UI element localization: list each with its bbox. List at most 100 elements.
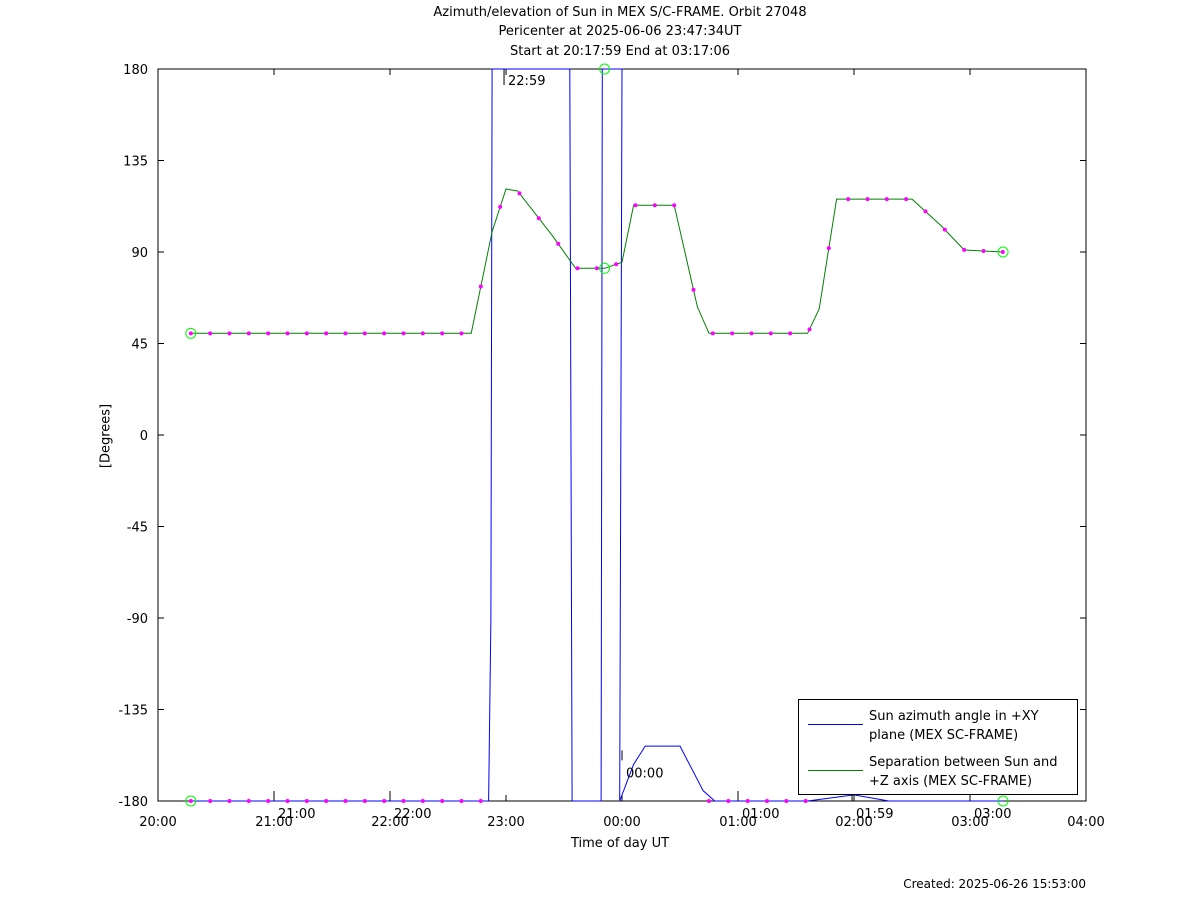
separation-marker xyxy=(536,216,541,221)
endpoint-circle xyxy=(185,327,197,339)
separation-marker xyxy=(440,331,445,336)
separation-marker xyxy=(710,331,715,336)
chart-title: Azimuth/elevation of Sun in MEX S/C-FRAM… xyxy=(433,5,807,20)
separation-marker xyxy=(575,266,580,271)
y-tick-label: -180 xyxy=(118,795,148,810)
azimuth-marker xyxy=(188,799,193,803)
azimuth-marker xyxy=(266,799,271,803)
azimuth-marker xyxy=(726,799,731,803)
x-tick-label: 22:00 xyxy=(371,815,408,830)
azimuth-marker xyxy=(208,799,213,803)
annotation-label: 00:00 xyxy=(626,766,663,781)
separation-marker xyxy=(382,331,387,336)
legend-item-azimuth: Sun azimuth angle in +XY plane (MEX SC-F… xyxy=(799,700,1077,744)
azimuth-marker xyxy=(707,799,711,803)
separation-marker xyxy=(246,331,251,336)
endpoint-circle xyxy=(599,63,611,75)
y-tick-label: -135 xyxy=(118,704,148,719)
azimuth-marker xyxy=(803,799,808,803)
x-tick-label: 04:00 xyxy=(1067,815,1104,830)
created-timestamp: Created: 2025-06-26 15:53:00 xyxy=(903,877,1086,891)
legend-swatch-separation xyxy=(808,770,863,771)
separation-marker xyxy=(826,246,831,251)
separation-marker xyxy=(304,331,309,336)
separation-marker xyxy=(904,197,909,202)
separation-marker xyxy=(227,331,232,336)
legend-item-separation: Separation between Sun and +Z axis (MEX … xyxy=(799,746,1077,790)
azimuth-marker xyxy=(382,799,387,803)
separation-marker xyxy=(498,204,503,209)
y-tick-label: -45 xyxy=(127,521,148,536)
series-line-0 xyxy=(190,68,1004,802)
azimuth-marker xyxy=(324,799,329,803)
separation-marker xyxy=(478,284,483,289)
azimuth-marker xyxy=(246,799,251,803)
separation-marker xyxy=(884,197,889,202)
separation-marker xyxy=(768,331,773,336)
separation-marker xyxy=(672,203,677,208)
separation-marker xyxy=(923,209,928,214)
separation-marker xyxy=(788,331,793,336)
annotation-label: 22:59 xyxy=(508,74,545,89)
separation-marker xyxy=(942,227,947,232)
separation-marker xyxy=(266,331,271,336)
separation-marker xyxy=(981,248,986,253)
azimuth-marker xyxy=(420,799,425,803)
azimuth-marker xyxy=(459,799,464,803)
separation-marker xyxy=(343,331,348,336)
y-tick-label: 45 xyxy=(131,338,148,353)
separation-marker xyxy=(208,331,213,336)
y-tick-label: 135 xyxy=(123,155,148,170)
x-tick-label: 03:00 xyxy=(951,815,988,830)
separation-marker xyxy=(807,327,812,332)
separation-marker xyxy=(285,331,290,336)
series-markers xyxy=(185,63,1009,807)
azimuth-marker xyxy=(362,799,367,803)
x-tick-label: 23:00 xyxy=(487,815,524,830)
separation-marker xyxy=(362,331,367,336)
y-tick-label: 90 xyxy=(131,246,148,261)
azimuth-marker xyxy=(784,799,789,803)
separation-marker xyxy=(420,331,425,336)
y-tick-label: -90 xyxy=(127,612,148,627)
y-tick-label: 180 xyxy=(123,63,148,78)
separation-marker xyxy=(962,247,967,252)
azimuth-marker xyxy=(478,799,483,803)
separation-marker xyxy=(401,331,406,336)
azimuth-marker xyxy=(227,799,232,803)
annotation-label: 22:00 xyxy=(394,807,431,822)
annotation-label: 03:00 xyxy=(974,807,1011,822)
separation-marker xyxy=(594,266,599,271)
series-lines xyxy=(190,68,1004,802)
separation-marker xyxy=(459,331,464,336)
x-axis-label: Time of day UT xyxy=(570,836,670,851)
legend-label-separation: Separation between Sun and +Z axis (MEX … xyxy=(869,755,1058,789)
separation-marker xyxy=(749,331,754,336)
x-tick-label: 20:00 xyxy=(139,815,176,830)
separation-marker xyxy=(188,331,193,336)
azimuth-marker xyxy=(285,799,290,803)
annotation-label: 01:00 xyxy=(742,807,779,822)
endpoint-circle xyxy=(599,262,611,274)
legend-label-azimuth: Sun azimuth angle in +XY plane (MEX SC-F… xyxy=(869,709,1039,743)
annotation-label: 21:00 xyxy=(278,807,315,822)
separation-marker xyxy=(1000,249,1005,254)
azimuth-marker xyxy=(765,799,769,803)
legend-swatch-azimuth xyxy=(808,724,863,725)
separation-marker xyxy=(324,331,329,336)
annotation-label: 01:59 xyxy=(856,807,893,822)
endpoint-circle xyxy=(185,795,197,807)
y-axis-label: [Degrees] xyxy=(98,403,114,469)
azimuth-marker xyxy=(745,799,750,803)
separation-marker xyxy=(691,287,696,292)
endpoint-circle xyxy=(997,246,1009,258)
separation-marker xyxy=(865,197,870,202)
separation-marker xyxy=(614,262,619,267)
series-line-1 xyxy=(190,188,1004,334)
separation-marker xyxy=(556,241,561,246)
separation-marker xyxy=(730,331,735,336)
endpoint-circle xyxy=(997,795,1009,807)
time-annotations: 22:59 00:00 21:00 22:00 01:00 01:59 03:00 xyxy=(273,69,1011,822)
axis-ticks: 20:00 21:00 22:00 23:00 00:00 01:00 02:00 03:00… xyxy=(118,63,1104,830)
